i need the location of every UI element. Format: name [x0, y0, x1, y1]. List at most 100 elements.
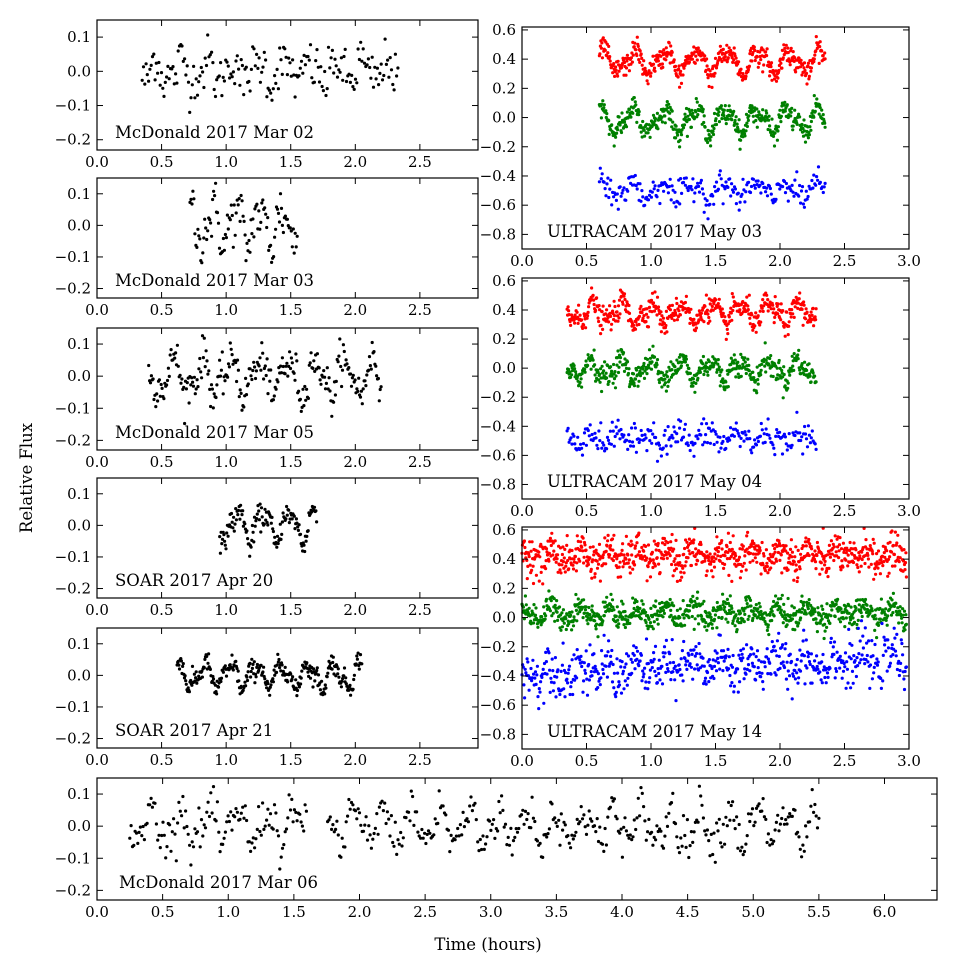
data-point	[234, 518, 238, 522]
data-point	[748, 819, 752, 824]
data-point	[646, 198, 651, 202]
data-point	[704, 361, 709, 365]
data-point	[745, 534, 749, 538]
data-point	[711, 129, 715, 133]
data-point	[263, 824, 267, 828]
data-point	[628, 571, 632, 575]
data-point	[382, 73, 386, 78]
data-point	[774, 559, 779, 563]
data-point	[202, 336, 206, 340]
data-point	[213, 194, 217, 198]
data-point	[764, 190, 768, 194]
data-point	[790, 814, 794, 819]
data-point	[239, 684, 243, 689]
data-point	[312, 667, 316, 671]
data-point	[312, 505, 317, 509]
data-point	[507, 843, 512, 847]
data-point	[639, 786, 643, 790]
data-point	[590, 819, 594, 823]
x-tick-label: 2.0	[343, 301, 367, 319]
data-point	[397, 842, 401, 846]
data-point	[684, 354, 688, 358]
data-point	[661, 65, 665, 69]
data-point	[646, 82, 650, 86]
data-point	[280, 72, 284, 76]
data-point	[758, 546, 762, 550]
data-point	[654, 548, 658, 552]
data-point	[872, 577, 876, 581]
data-point	[816, 165, 821, 169]
data-point	[252, 47, 256, 51]
data-point	[810, 429, 814, 433]
data-point	[765, 194, 770, 198]
y-tick-label: −0.4	[480, 167, 516, 185]
data-point	[302, 404, 306, 408]
data-point	[608, 55, 612, 59]
data-point	[692, 830, 696, 834]
data-point	[364, 384, 368, 388]
data-point	[626, 447, 630, 451]
data-point	[636, 44, 640, 49]
data-point	[258, 227, 262, 231]
data-point	[723, 104, 727, 108]
data-point	[208, 387, 212, 391]
data-point	[261, 801, 265, 805]
data-point	[734, 56, 738, 60]
data-point	[594, 436, 598, 440]
data-point	[642, 376, 647, 380]
data-point	[465, 817, 469, 821]
data-point	[597, 180, 602, 184]
data-point	[664, 815, 668, 819]
data-point	[580, 318, 584, 322]
data-point	[764, 817, 768, 822]
data-point	[733, 187, 738, 191]
data-point	[503, 822, 508, 826]
data-point	[214, 819, 218, 823]
data-point	[780, 48, 785, 53]
data-point	[769, 838, 773, 842]
series-p6-white light	[128, 784, 821, 871]
x-tick-label: 0.0	[85, 301, 109, 319]
data-point	[258, 80, 262, 84]
data-point	[273, 74, 277, 78]
data-point	[832, 558, 836, 563]
data-point	[387, 75, 391, 79]
data-point	[649, 71, 653, 75]
data-point	[216, 685, 221, 689]
data-point	[701, 192, 705, 196]
data-point	[391, 82, 395, 87]
data-point	[250, 377, 254, 382]
data-point	[249, 669, 253, 674]
data-point	[753, 324, 757, 328]
data-point	[207, 652, 211, 656]
data-point	[638, 369, 642, 373]
data-point	[646, 543, 651, 547]
data-point	[336, 672, 340, 676]
data-point	[224, 547, 228, 551]
data-point	[728, 540, 732, 545]
data-point	[292, 73, 296, 77]
data-point	[735, 815, 739, 819]
data-point	[754, 118, 758, 123]
data-point	[563, 570, 567, 574]
data-point	[201, 356, 205, 360]
data-point	[334, 64, 338, 68]
data-point	[759, 191, 763, 195]
data-point	[660, 120, 665, 124]
data-point	[290, 361, 294, 365]
data-point	[683, 300, 688, 305]
data-point	[678, 578, 682, 583]
data-point	[494, 827, 498, 831]
x-tick-label: 3.0	[897, 252, 921, 270]
data-point	[788, 812, 792, 816]
data-point	[597, 319, 601, 324]
data-point	[611, 558, 616, 563]
data-point	[708, 552, 712, 556]
data-point	[610, 123, 614, 127]
data-point	[617, 298, 622, 302]
data-point	[785, 103, 789, 107]
data-point	[210, 50, 214, 54]
data-point	[621, 351, 626, 355]
data-point	[290, 677, 294, 682]
data-point	[737, 208, 741, 212]
